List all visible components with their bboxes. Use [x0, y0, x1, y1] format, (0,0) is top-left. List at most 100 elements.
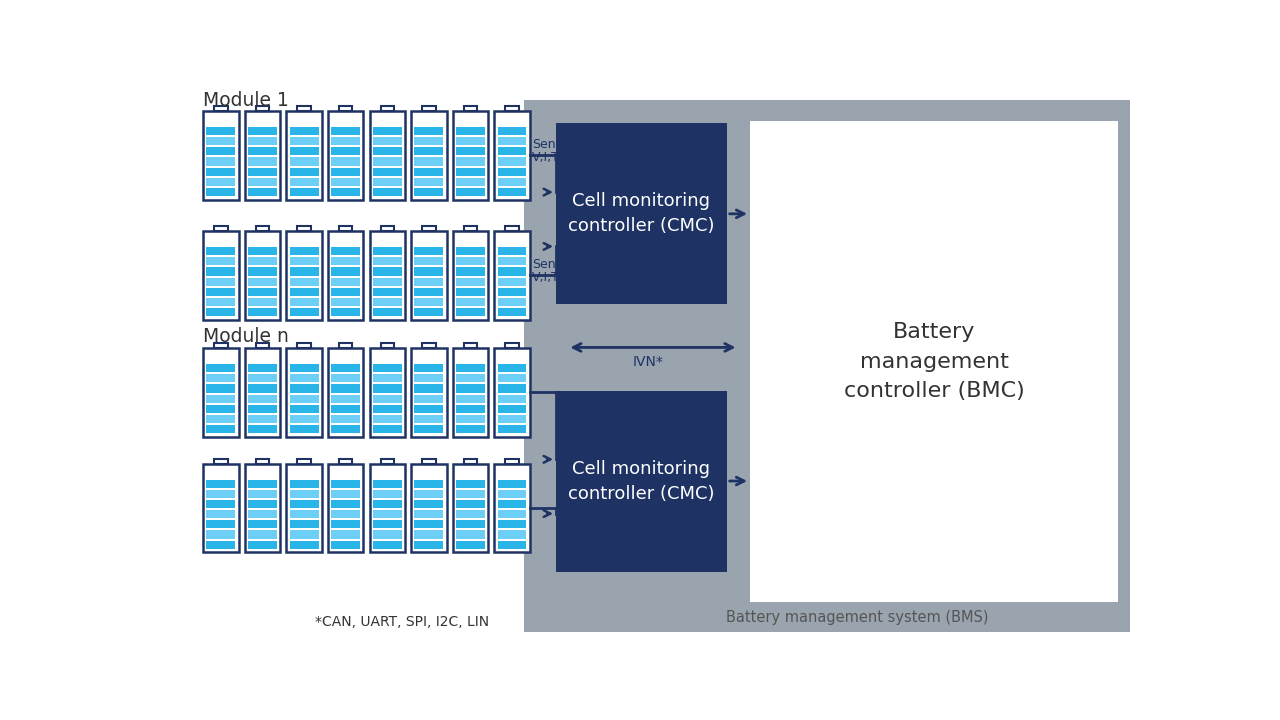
Bar	[498, 178, 526, 186]
Bar	[248, 288, 276, 296]
Bar	[370, 464, 404, 552]
Text: Cell monitoring
controller (CMC): Cell monitoring controller (CMC)	[568, 192, 714, 235]
Bar	[289, 137, 319, 145]
Bar	[456, 521, 485, 528]
Bar	[415, 308, 443, 316]
Text: *CAN, UART, SPI, I2C, LIN: *CAN, UART, SPI, I2C, LIN	[315, 615, 489, 629]
Bar	[332, 188, 360, 196]
Bar	[415, 288, 443, 296]
Bar	[415, 531, 443, 539]
Bar	[456, 168, 485, 176]
Text: Sensing: Sensing	[532, 138, 581, 150]
Bar	[289, 148, 319, 156]
Bar	[372, 288, 402, 296]
Bar	[498, 395, 526, 402]
Bar	[206, 127, 236, 135]
Bar	[372, 168, 402, 176]
Bar	[372, 480, 402, 488]
Bar	[494, 348, 530, 437]
Bar	[206, 308, 236, 316]
Bar	[372, 148, 402, 156]
Bar	[332, 364, 360, 372]
Text: Cell monitoring
controller (CMC): Cell monitoring controller (CMC)	[568, 459, 714, 503]
Bar	[248, 127, 276, 135]
Bar	[206, 178, 236, 186]
Bar	[463, 459, 477, 464]
Bar	[289, 425, 319, 433]
Bar	[332, 405, 360, 413]
Bar	[289, 415, 319, 423]
Bar	[453, 348, 488, 437]
Bar	[206, 158, 236, 166]
Bar	[248, 531, 276, 539]
Bar	[372, 531, 402, 539]
Bar	[415, 521, 443, 528]
Bar	[206, 480, 236, 488]
Bar	[332, 395, 360, 402]
Bar	[248, 257, 276, 266]
Bar	[453, 111, 488, 199]
Bar	[332, 531, 360, 539]
Bar	[456, 531, 485, 539]
Bar	[287, 111, 321, 199]
Bar	[289, 257, 319, 266]
Bar	[415, 158, 443, 166]
Bar	[289, 395, 319, 402]
Bar	[289, 188, 319, 196]
Bar	[206, 531, 236, 539]
Bar	[456, 490, 485, 498]
Bar	[415, 374, 443, 382]
Bar	[204, 111, 238, 199]
Bar	[289, 480, 319, 488]
Bar	[332, 425, 360, 433]
Bar	[206, 510, 236, 518]
Bar	[411, 464, 447, 552]
Bar	[248, 247, 276, 256]
Bar	[498, 168, 526, 176]
Bar	[289, 541, 319, 549]
Bar	[372, 277, 402, 286]
Bar	[297, 106, 311, 111]
Bar	[456, 298, 485, 306]
Bar	[289, 384, 319, 392]
Text: Battery management system (BMS): Battery management system (BMS)	[726, 611, 988, 625]
Bar	[372, 500, 402, 508]
Bar	[206, 168, 236, 176]
Bar	[297, 226, 311, 231]
Bar	[206, 267, 236, 276]
Bar	[244, 231, 280, 320]
Bar	[372, 298, 402, 306]
Bar	[248, 137, 276, 145]
Bar	[248, 395, 276, 402]
Bar	[289, 531, 319, 539]
Bar	[206, 541, 236, 549]
Bar	[498, 531, 526, 539]
Bar	[415, 384, 443, 392]
Bar	[456, 374, 485, 382]
Bar	[498, 257, 526, 266]
Bar	[332, 415, 360, 423]
Bar	[498, 148, 526, 156]
Bar	[498, 425, 526, 433]
Bar	[206, 298, 236, 306]
Bar	[498, 374, 526, 382]
Bar	[463, 106, 477, 111]
Bar	[422, 226, 435, 231]
Bar	[332, 510, 360, 518]
Bar	[248, 148, 276, 156]
Bar	[498, 490, 526, 498]
Bar	[256, 343, 269, 348]
Bar	[380, 343, 394, 348]
Bar	[415, 364, 443, 372]
Bar	[415, 257, 443, 266]
Bar	[380, 226, 394, 231]
Bar	[456, 137, 485, 145]
Bar	[415, 178, 443, 186]
Bar	[498, 137, 526, 145]
Bar	[244, 111, 280, 199]
Bar	[204, 231, 238, 320]
Bar	[248, 168, 276, 176]
Bar	[289, 364, 319, 372]
Text: Battery
management
controller (BMC): Battery management controller (BMC)	[844, 322, 1024, 401]
Bar	[206, 384, 236, 392]
